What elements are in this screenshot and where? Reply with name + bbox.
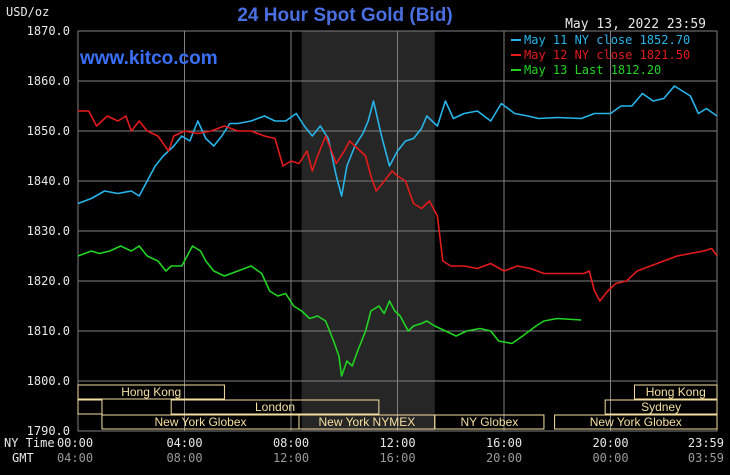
market-box	[77, 399, 103, 415]
x-tick-label-gmt: 04:00	[57, 451, 93, 465]
timestamp: May 13, 2022 23:59	[565, 17, 706, 32]
watermark: www.kitco.com	[79, 48, 218, 69]
y-tick-label: 1830.0	[27, 224, 70, 238]
legend-label-2: May 12 NY close 1821.50	[524, 48, 690, 62]
legend-label-1: May 11 NY close 1852.70	[524, 33, 690, 47]
x-tick-label-gmt: 00:00	[592, 451, 628, 465]
x-tick-label-ny: 00:00	[57, 436, 93, 450]
series-line-1	[77, 85, 718, 205]
y-tick-label: 1800.0	[27, 374, 70, 388]
market-box	[77, 384, 225, 400]
y-tick-label: 1790.0	[27, 424, 70, 438]
x-tick-label-gmt: 12:00	[273, 451, 309, 465]
series-line-3	[77, 245, 582, 377]
market-label: Hong Kong	[646, 385, 706, 399]
x-tick-label-ny: 12:00	[379, 436, 415, 450]
units-label: USD/oz	[6, 5, 49, 19]
ny-time-label: NY Time	[4, 436, 55, 450]
market-label: NY Globex	[460, 415, 518, 429]
legend-label-3: May 13 Last 1812.20	[524, 63, 661, 77]
market-label: Hong Kong	[121, 385, 181, 399]
market-box	[434, 414, 545, 430]
y-tick-label: 1810.0	[27, 324, 70, 338]
y-tick-label: 1860.0	[27, 74, 70, 88]
y-tick-label: 1870.0	[27, 24, 70, 38]
x-tick-label-gmt: 08:00	[166, 451, 202, 465]
x-tick-label-ny: 23:59	[688, 436, 724, 450]
market-label: London	[255, 400, 295, 414]
y-tick-label: 1840.0	[27, 174, 70, 188]
x-tick-label-gmt: 16:00	[379, 451, 415, 465]
series-line-2	[78, 110, 718, 302]
market-label: New York Globex	[590, 415, 682, 429]
x-tick-label-gmt: 20:00	[486, 451, 522, 465]
market-box	[604, 399, 718, 415]
market-label: New York Globex	[154, 415, 246, 429]
market-label: Sydney	[641, 400, 681, 414]
y-tick-label: 1820.0	[27, 274, 70, 288]
market-label: New York NYMEX	[319, 415, 416, 429]
market-box	[170, 399, 380, 415]
market-box	[633, 384, 718, 400]
x-tick-label-ny: 20:00	[592, 436, 628, 450]
y-tick-label: 1850.0	[27, 124, 70, 138]
gmt-label: GMT	[12, 451, 34, 465]
x-tick-label-gmt: 03:59	[688, 451, 724, 465]
x-tick-label-ny: 16:00	[486, 436, 522, 450]
market-box	[554, 414, 718, 430]
x-tick-label-ny: 08:00	[273, 436, 309, 450]
chart-title: 24 Hour Spot Gold (Bid)	[237, 5, 452, 26]
x-tick-label-ny: 04:00	[166, 436, 202, 450]
